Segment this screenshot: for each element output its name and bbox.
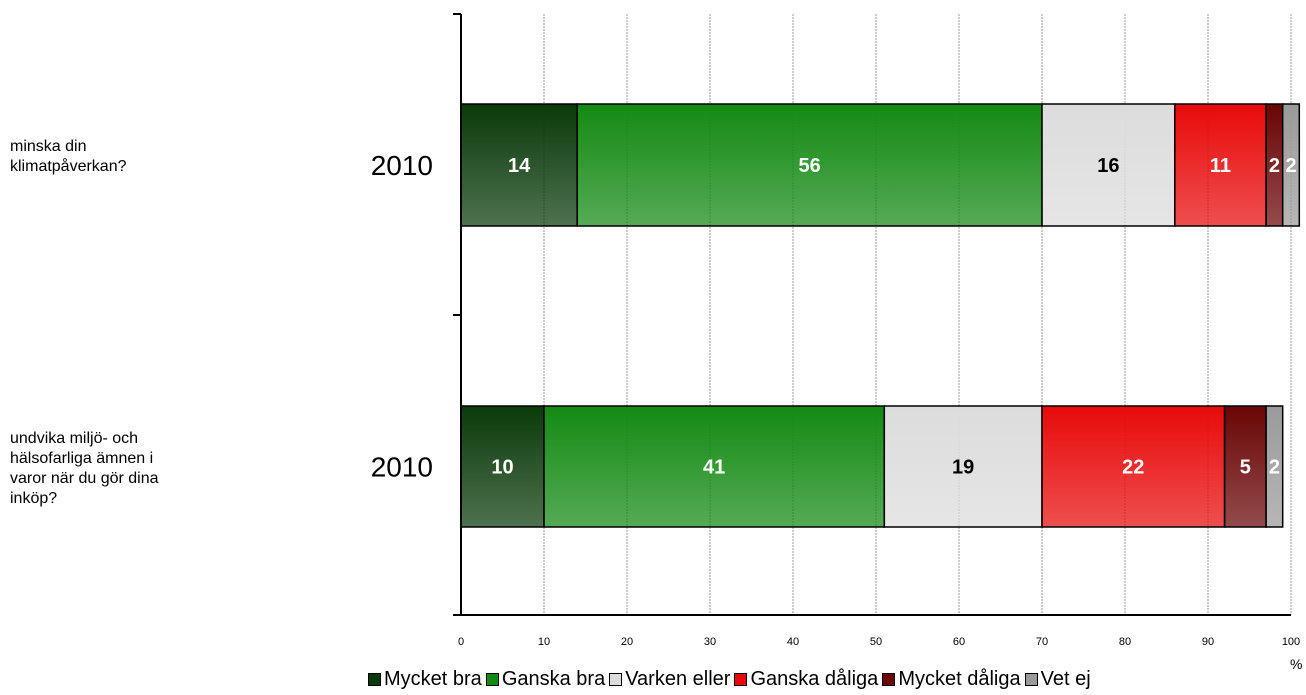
x-tick-label: 80	[1119, 636, 1131, 648]
data-label: 5	[1240, 457, 1251, 479]
legend-item: Mycket dåliga	[882, 668, 1021, 691]
x-tick-label: 100	[1282, 636, 1300, 648]
legend-swatch	[609, 673, 623, 686]
legend-swatch	[368, 673, 381, 686]
data-label: 14	[508, 155, 531, 177]
year-label: 2010	[371, 452, 433, 483]
x-tick-label: 20	[621, 636, 633, 648]
data-label: 2	[1269, 155, 1280, 177]
bar-segment	[1265, 405, 1284, 528]
legend-label: Vet ej	[1040, 668, 1091, 690]
data-label: 19	[952, 457, 974, 479]
bar-segment	[1223, 405, 1267, 528]
x-tick-label: 10	[538, 636, 550, 648]
data-label: 56	[798, 155, 820, 177]
x-tick-label: 30	[704, 636, 716, 648]
x-tick-label: 40	[787, 636, 799, 648]
x-tick-labels: 0 10 20 30 40 50 60 70 80 90 100	[458, 636, 1300, 648]
data-label: 2	[1285, 155, 1296, 177]
legend-item: Varken eller	[609, 668, 730, 691]
year-label: 2010	[371, 150, 433, 181]
legend-item: Mycket bra	[368, 668, 482, 691]
bar-segment	[1041, 103, 1176, 227]
bar-segment	[883, 405, 1043, 528]
x-tick-label: 70	[1036, 636, 1048, 648]
data-label: 11	[1210, 155, 1231, 177]
bar-segment	[576, 103, 1043, 227]
x-tick-label: 60	[953, 636, 965, 648]
legend-label: Ganska dåliga	[750, 668, 879, 690]
data-label: 16	[1097, 155, 1119, 177]
legend-swatch	[734, 673, 748, 686]
axes	[453, 13, 1291, 616]
data-label: 41	[703, 457, 725, 479]
data-label: 2	[1269, 457, 1280, 479]
bar-segment	[1281, 103, 1301, 227]
legend-item: Ganska bra	[485, 668, 606, 691]
legend-item: Ganska dåliga	[734, 668, 878, 691]
bar-segment	[1041, 405, 1226, 528]
question-label-2: undvika miljö- och hälsofarliga ämnen i …	[10, 430, 159, 507]
data-label: 10	[491, 457, 513, 479]
legend-label: Varken eller	[625, 668, 731, 690]
legend-swatch	[1024, 673, 1038, 686]
legend-label: Ganska bra	[501, 668, 606, 690]
legend-item: Vet ej	[1024, 668, 1091, 691]
bars: 14 56 16 11 2 210 41 19 22 5 2	[460, 103, 1301, 528]
data-label: 22	[1122, 457, 1144, 479]
legend-label: Mycket dåliga	[898, 668, 1021, 690]
x-tick-label: 0	[458, 636, 464, 648]
x-tick-label: 50	[870, 636, 882, 648]
legend-swatch	[485, 673, 499, 686]
x-tick-label: 90	[1202, 636, 1214, 648]
x-unit-label: %	[1290, 656, 1303, 672]
year-labels: 2010 2010	[371, 150, 433, 483]
legend-label: Mycket bra	[384, 668, 482, 690]
legend: Mycket bra Ganska bra Varken eller Ganska d…	[368, 668, 1095, 691]
legend-swatch	[882, 673, 896, 686]
question-label-1: minska din klimatpåverkan?	[10, 138, 127, 175]
